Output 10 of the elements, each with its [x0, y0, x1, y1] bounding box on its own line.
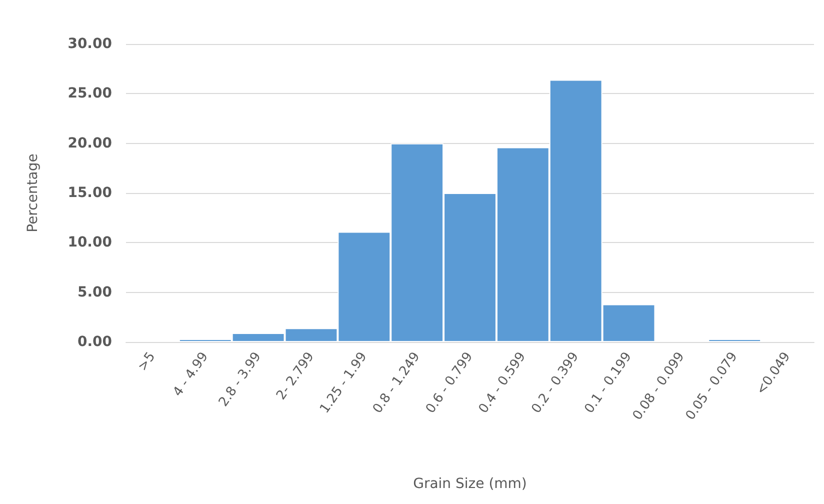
x-axis-title: Grain Size (mm)	[413, 476, 527, 492]
y-tick-label: 20.00	[68, 135, 112, 152]
y-tick-label: 0.00	[77, 334, 112, 350]
y-tick-label: 5.00	[77, 284, 112, 300]
y-tick-label: 25.00	[68, 86, 112, 102]
y-tick-label: 10.00	[68, 234, 112, 251]
y-tick-label: 15.00	[68, 185, 112, 201]
y-tick-label: 30.00	[68, 36, 112, 52]
x-tick-label: >5	[135, 350, 159, 374]
y-axis-title: Percentage	[25, 154, 41, 232]
